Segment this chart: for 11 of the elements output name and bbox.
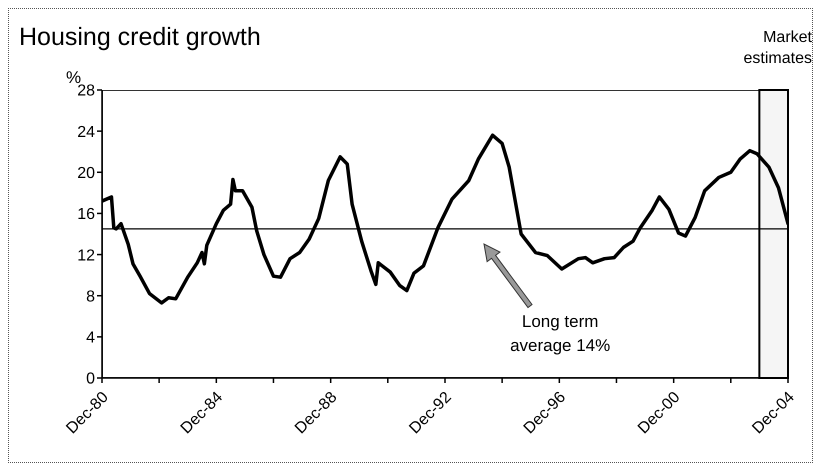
y-tick-label: 16	[77, 206, 96, 224]
annotation: Long term average 14%	[509, 310, 612, 357]
y-tick-label: 4	[86, 330, 96, 347]
y-tick-label: 20	[77, 164, 96, 182]
y-tick-label: 0	[86, 370, 96, 388]
y-tick-label: 8	[86, 288, 96, 306]
y-tick-label: 28	[77, 82, 96, 100]
y-tick-label: 24	[77, 124, 96, 141]
chart-title: Housing credit growth	[19, 23, 261, 52]
band-label: Market estimates	[744, 29, 813, 67]
y-tick-label: 12	[77, 247, 96, 264]
